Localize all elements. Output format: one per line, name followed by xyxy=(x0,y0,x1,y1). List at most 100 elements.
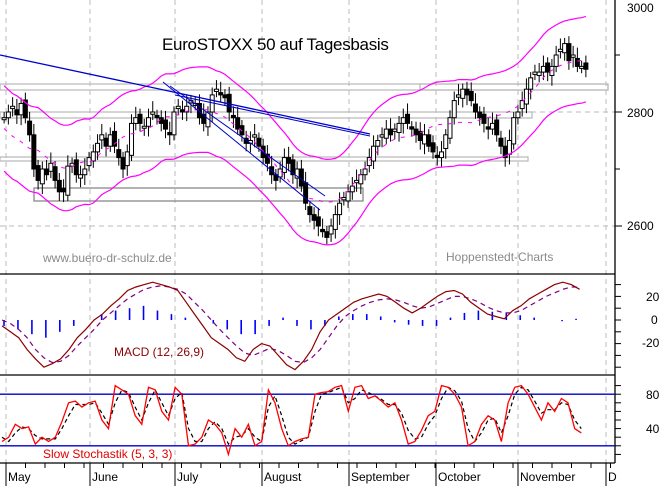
candle-body xyxy=(523,88,529,105)
macd-line xyxy=(1,281,580,371)
candle-body xyxy=(10,105,16,110)
candle-body xyxy=(498,137,504,147)
candle-body xyxy=(252,134,258,138)
candle-body xyxy=(570,54,576,58)
candle-body xyxy=(205,111,211,128)
candle-body xyxy=(82,168,88,176)
candle-body xyxy=(137,113,143,124)
candle-body xyxy=(430,142,436,153)
candle-body xyxy=(553,54,559,67)
candle-body xyxy=(65,165,71,196)
candle-body xyxy=(460,88,466,99)
stochastic-label: Slow Stochastik (5, 3, 3) xyxy=(43,447,173,461)
candle-body xyxy=(332,214,338,230)
trendline-steep xyxy=(162,81,321,211)
candle-body xyxy=(506,140,512,155)
candle-body xyxy=(175,105,181,110)
candle-body xyxy=(549,65,555,77)
candle-body xyxy=(27,120,33,136)
candle-body xyxy=(511,117,517,145)
chart-title: EuroSTOXX 50 auf Tagesbasis xyxy=(162,35,389,54)
candle-body xyxy=(184,105,190,113)
trendline-steep-2 xyxy=(169,85,326,197)
support-box xyxy=(0,83,609,91)
candle-body xyxy=(489,122,495,130)
candle-body xyxy=(230,114,236,119)
candle-body xyxy=(112,130,118,147)
month-september: September xyxy=(351,470,410,484)
candle-body xyxy=(562,43,568,54)
candle-body xyxy=(1,117,7,121)
candle-body xyxy=(179,109,185,113)
candle-body xyxy=(162,119,168,130)
candle-body xyxy=(481,113,487,124)
candle-body xyxy=(396,122,402,134)
month-august: August xyxy=(264,470,302,484)
candle-body xyxy=(472,103,478,113)
candle-body xyxy=(150,111,156,115)
candle-body xyxy=(129,122,135,156)
price-tick-2800: 2800 xyxy=(627,106,654,120)
stoch-d-line xyxy=(1,386,582,446)
candle-body xyxy=(311,214,317,221)
candle-body xyxy=(18,102,24,116)
macd-signal-line xyxy=(1,285,580,364)
candle-body xyxy=(494,119,500,136)
candle-body xyxy=(443,134,449,149)
candle-body xyxy=(455,94,461,98)
candle-body xyxy=(95,142,101,153)
candle-body xyxy=(116,149,122,159)
month-october: October xyxy=(438,470,481,484)
month-june: June xyxy=(92,470,119,484)
macd-label: MACD (12, 26,9) xyxy=(114,345,205,359)
candle-body xyxy=(519,100,525,110)
candle-body xyxy=(354,179,360,184)
candle-body xyxy=(286,157,292,164)
bollinger-upper xyxy=(3,15,587,161)
price-tick-3000: 3000 xyxy=(627,1,654,15)
candle-body xyxy=(31,134,37,170)
candle-body xyxy=(557,48,563,53)
candle-body xyxy=(324,231,330,238)
candle-body xyxy=(337,202,343,216)
candle-body xyxy=(532,71,538,75)
candle-body xyxy=(281,157,287,173)
candle-body xyxy=(35,165,41,181)
candle-body xyxy=(451,100,457,119)
candle-body xyxy=(405,113,411,124)
month-may: May xyxy=(8,470,31,484)
candle-body xyxy=(171,111,177,136)
candle-body xyxy=(358,174,364,185)
candle-body xyxy=(5,111,11,119)
candle-body xyxy=(124,151,130,167)
support-box xyxy=(33,187,364,202)
candle-body xyxy=(528,77,534,90)
candle-body xyxy=(383,128,389,139)
candle-body xyxy=(413,128,419,136)
candle-body xyxy=(298,168,304,187)
support-box xyxy=(419,83,609,91)
candle-body xyxy=(39,168,45,185)
candle-body xyxy=(379,134,385,138)
candle-body xyxy=(256,137,262,147)
candle-body xyxy=(328,225,334,235)
candle-body xyxy=(14,109,20,116)
stoch-tick-80: 80 xyxy=(646,388,660,402)
trendline-long xyxy=(0,54,371,135)
candle-body xyxy=(434,154,440,159)
candle-body xyxy=(540,65,546,73)
bollinger-lower xyxy=(3,101,587,246)
candle-body xyxy=(222,94,228,99)
candle-body xyxy=(303,182,309,204)
candle-body xyxy=(392,128,398,132)
candle-body xyxy=(366,157,372,167)
watermark-left: www.buero-dr-schulz.de xyxy=(43,251,172,265)
candle-body xyxy=(439,151,444,159)
candle-body xyxy=(341,197,347,201)
candle-body xyxy=(264,153,270,164)
month-december: D xyxy=(608,470,617,484)
support-box xyxy=(33,187,364,202)
candle-body xyxy=(213,88,219,92)
